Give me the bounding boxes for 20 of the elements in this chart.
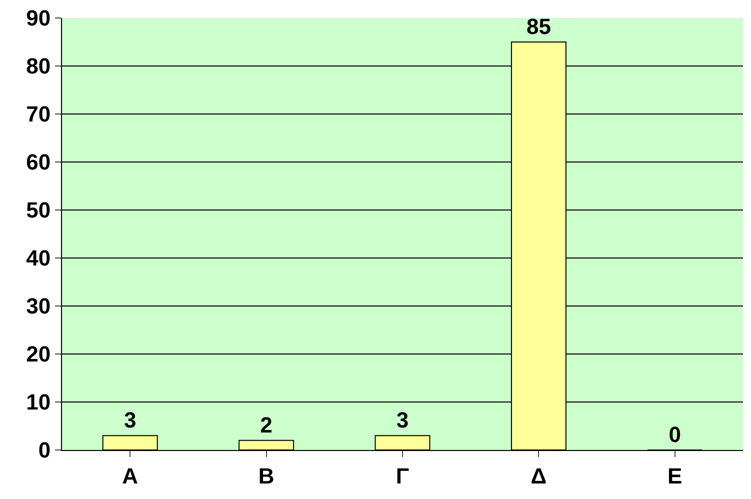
y-tick-label: 0 — [38, 438, 51, 463]
data-label: 85 — [526, 14, 551, 39]
y-tick-label: 10 — [26, 390, 51, 415]
data-label: 3 — [124, 408, 136, 433]
x-tick-label: Γ — [396, 463, 410, 488]
data-label: 0 — [668, 422, 682, 447]
x-tick-label: Α — [122, 463, 138, 488]
y-tick-label: 60 — [26, 150, 51, 175]
y-tick-label: 20 — [26, 342, 51, 367]
data-label: 2 — [260, 412, 272, 438]
y-tick-label: 80 — [26, 54, 51, 79]
y-tick-label: 90 — [26, 6, 51, 31]
y-tick-label: 70 — [26, 102, 51, 127]
x-tick-label: Β — [258, 463, 274, 488]
y-tick-label: 50 — [26, 198, 51, 223]
data-label: 3 — [396, 408, 409, 433]
y-tick-label: 40 — [26, 246, 51, 271]
y-tick-label: 30 — [26, 294, 51, 319]
x-tick-label: Ε — [668, 463, 682, 488]
x-tick-label: Δ — [530, 463, 547, 488]
